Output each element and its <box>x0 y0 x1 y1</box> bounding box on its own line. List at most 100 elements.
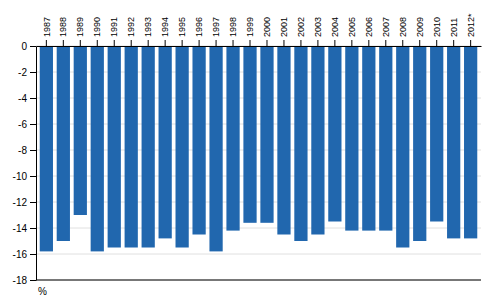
bar <box>447 46 460 238</box>
tick-label: -14 <box>13 223 28 234</box>
tick-mark <box>182 40 183 46</box>
tick: 2008 <box>398 17 408 46</box>
tick: -14 <box>13 223 36 234</box>
tick: 1995 <box>177 17 187 46</box>
tick-mark <box>30 228 36 229</box>
bars <box>40 46 478 251</box>
tick-label: 1988 <box>58 17 68 37</box>
tick-mark <box>30 124 36 125</box>
tick-label: 1997 <box>211 17 221 37</box>
tick: 2010 <box>432 17 442 46</box>
bar <box>91 46 104 251</box>
tick-label: 1993 <box>143 17 153 37</box>
bar <box>159 46 172 238</box>
tick-label: -10 <box>13 171 28 182</box>
bar <box>311 46 324 235</box>
tick-label: 1990 <box>92 17 102 37</box>
x-axis: 1987198819891990199119921993199419951996… <box>37 13 482 47</box>
tick-mark <box>148 40 149 46</box>
tick-label: -12 <box>13 197 28 208</box>
tick-label: 1987 <box>42 17 52 37</box>
tick-label: 2010 <box>432 17 442 37</box>
tick-mark <box>317 40 318 46</box>
bar <box>328 46 341 222</box>
tick: 1996 <box>194 17 204 46</box>
bar <box>125 46 138 248</box>
tick: 2005 <box>347 17 357 46</box>
tick: -12 <box>13 197 36 208</box>
grid-line <box>36 280 481 281</box>
bar <box>464 46 477 238</box>
bar <box>345 46 358 231</box>
bar <box>430 46 443 222</box>
tick: 1992 <box>126 17 136 46</box>
tick-mark <box>402 40 403 46</box>
tick-mark <box>419 40 420 46</box>
tick-mark <box>453 40 454 46</box>
tick: 2001 <box>279 17 289 46</box>
bar <box>413 46 426 241</box>
y-axis: 0-2-4-6-8-10-12-14-16-18 <box>13 41 37 286</box>
tick-label: 1998 <box>228 17 238 37</box>
tick-mark <box>30 46 36 47</box>
tick-label: 2006 <box>364 17 374 37</box>
tick-mark <box>334 40 335 46</box>
tick-label: 1999 <box>245 17 255 37</box>
bar <box>243 46 256 223</box>
bar <box>192 46 205 235</box>
tick-label: 2009 <box>415 17 425 37</box>
tick-mark <box>30 176 36 177</box>
tick: -4 <box>18 93 36 104</box>
grid <box>36 46 481 280</box>
tick-mark <box>80 40 81 46</box>
tick: 1999 <box>245 17 255 46</box>
tick-mark <box>351 40 352 46</box>
tick-label: 1989 <box>75 17 85 37</box>
tick-mark <box>30 72 36 73</box>
tick-mark <box>300 40 301 46</box>
tick-mark <box>368 40 369 46</box>
bar <box>396 46 409 248</box>
tick: -2 <box>18 67 36 78</box>
tick: -8 <box>18 145 36 156</box>
tick: 1998 <box>228 17 238 46</box>
bar <box>40 46 53 251</box>
tick-label: 2002 <box>296 17 306 37</box>
tick: 2000 <box>262 17 272 46</box>
tick-label: 1995 <box>177 17 187 37</box>
tick-label: -4 <box>18 93 27 104</box>
tick-label: 2003 <box>313 17 323 37</box>
tick-label: -6 <box>18 119 27 130</box>
tick-mark <box>30 150 36 151</box>
bar <box>176 46 189 248</box>
tick: -6 <box>18 119 36 130</box>
tick-label: 2000 <box>262 17 272 37</box>
tick-label: -18 <box>13 275 28 286</box>
tick-mark <box>114 40 115 46</box>
tick: 1994 <box>160 17 170 46</box>
tick: 2012* <box>466 13 476 46</box>
axis-line <box>36 47 37 281</box>
tick-mark <box>30 254 36 255</box>
tick: 2003 <box>313 17 323 46</box>
tick-label: 2007 <box>381 17 391 37</box>
tick: -10 <box>13 171 36 182</box>
tick-mark <box>250 40 251 46</box>
bar <box>74 46 87 215</box>
tick: 2009 <box>415 17 425 46</box>
tick: 2004 <box>330 17 340 46</box>
bar <box>260 46 273 223</box>
grid-line <box>36 254 481 255</box>
tick-mark <box>283 40 284 46</box>
tick: 2006 <box>364 17 374 46</box>
tick-label: 2011 <box>449 18 459 37</box>
tick: 1987 <box>42 17 52 46</box>
tick: 0 <box>21 41 36 52</box>
tick: 1988 <box>58 17 68 46</box>
tick-label: 1994 <box>160 17 170 37</box>
tick-label: -2 <box>18 67 27 78</box>
tick-label: 1996 <box>194 17 204 37</box>
tick-mark <box>266 40 267 46</box>
tick: -18 <box>13 275 36 286</box>
tick-mark <box>30 202 36 203</box>
